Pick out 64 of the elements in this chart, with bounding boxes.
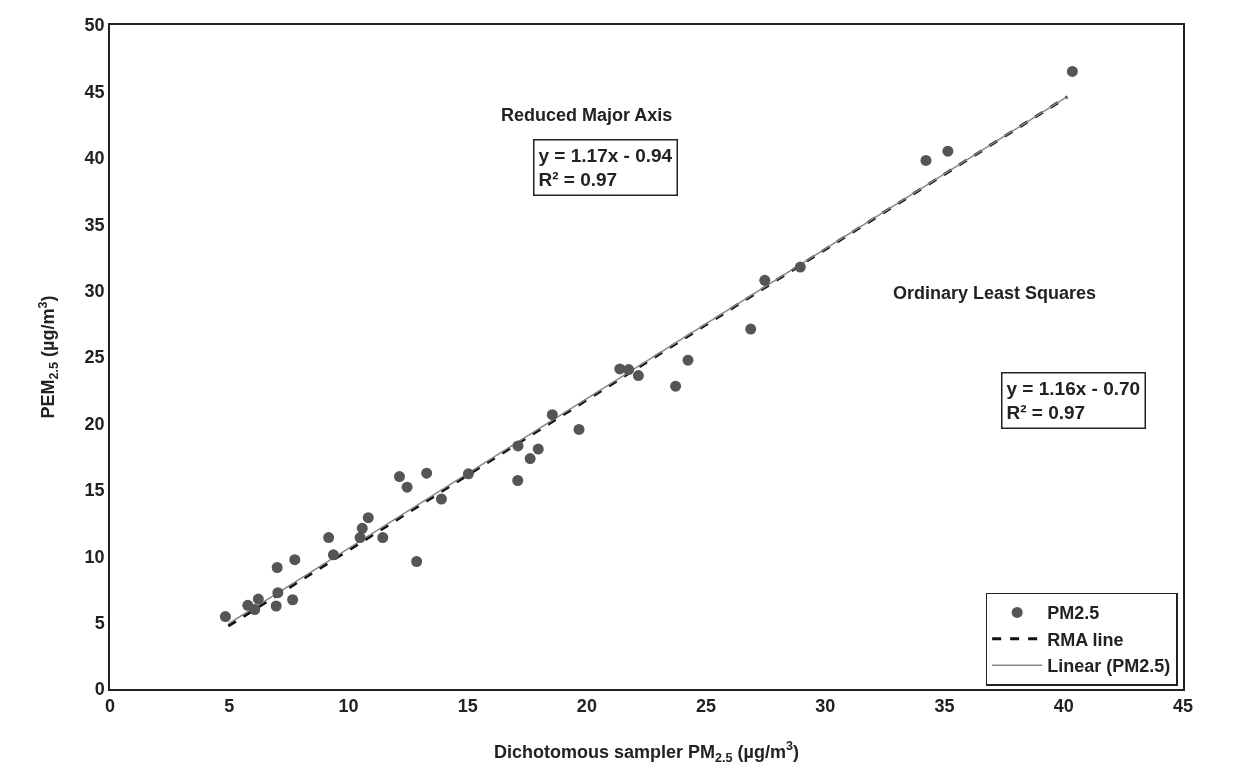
point bbox=[377, 532, 389, 544]
point bbox=[219, 611, 231, 623]
point bbox=[794, 261, 806, 273]
point bbox=[670, 380, 682, 392]
point bbox=[249, 604, 261, 616]
point bbox=[421, 467, 433, 479]
point bbox=[252, 593, 264, 605]
point bbox=[632, 370, 644, 382]
point bbox=[462, 468, 474, 480]
legend-label: RMA line bbox=[1047, 629, 1124, 650]
point bbox=[401, 481, 413, 493]
y-tick-label: 15 bbox=[84, 480, 105, 501]
y-tick-label: 40 bbox=[84, 148, 105, 169]
y-tick-label: 45 bbox=[84, 81, 105, 102]
point bbox=[289, 554, 301, 566]
point bbox=[573, 423, 585, 435]
point bbox=[1066, 65, 1078, 77]
point bbox=[271, 561, 283, 573]
point bbox=[411, 556, 423, 568]
annotation: y = 1.17x - 0.94 R² = 0.97 bbox=[538, 144, 673, 191]
x-tick-label: 25 bbox=[696, 696, 717, 717]
x-tick-label: 45 bbox=[1172, 696, 1194, 717]
point bbox=[745, 323, 757, 335]
point bbox=[354, 532, 366, 544]
point bbox=[435, 493, 447, 505]
x-tick-label: 5 bbox=[224, 696, 235, 717]
legend-label: Linear (PM2.5) bbox=[1047, 656, 1171, 677]
point bbox=[920, 154, 932, 166]
point bbox=[546, 409, 558, 421]
point bbox=[362, 512, 374, 524]
x-tick-label: 35 bbox=[934, 696, 955, 717]
point bbox=[512, 475, 524, 486]
y-tick-label: 0 bbox=[94, 679, 105, 700]
x-tick-label: 30 bbox=[815, 696, 836, 717]
y-tick-label: 30 bbox=[84, 280, 105, 301]
point bbox=[393, 471, 405, 483]
x-tick-label: 40 bbox=[1053, 696, 1074, 717]
point bbox=[512, 440, 524, 452]
point bbox=[759, 274, 771, 286]
annotation: Reduced Major Axis bbox=[501, 105, 673, 125]
point bbox=[270, 600, 282, 612]
point bbox=[524, 453, 536, 465]
y-tick-label: 35 bbox=[84, 214, 105, 235]
point bbox=[623, 364, 635, 376]
point bbox=[272, 587, 284, 599]
x-axis-title: Dichotomous sampler PM$_{2.5}$ (µg/m$^{3}$) bbox=[494, 739, 799, 765]
x-tick-label: 20 bbox=[576, 696, 597, 717]
annotation: Ordinary Least Squares bbox=[893, 283, 1097, 303]
point bbox=[942, 145, 954, 157]
y-tick-label: 25 bbox=[84, 347, 105, 368]
point bbox=[532, 443, 544, 455]
y-tick-label: 10 bbox=[84, 546, 105, 567]
annotation: y = 1.16x - 0.70 R² = 0.97 bbox=[1006, 377, 1141, 424]
point bbox=[287, 594, 299, 606]
x-tick-label: 15 bbox=[457, 696, 478, 717]
point bbox=[356, 522, 368, 534]
y-tick-label: 50 bbox=[84, 15, 105, 36]
y-tick-label: 5 bbox=[94, 612, 105, 633]
y-tick-label: 20 bbox=[84, 413, 105, 434]
legend-label: PM2.5 bbox=[1047, 603, 1100, 624]
point bbox=[682, 354, 694, 366]
point bbox=[323, 532, 335, 544]
point bbox=[327, 549, 339, 561]
x-tick-label: 10 bbox=[338, 696, 359, 717]
